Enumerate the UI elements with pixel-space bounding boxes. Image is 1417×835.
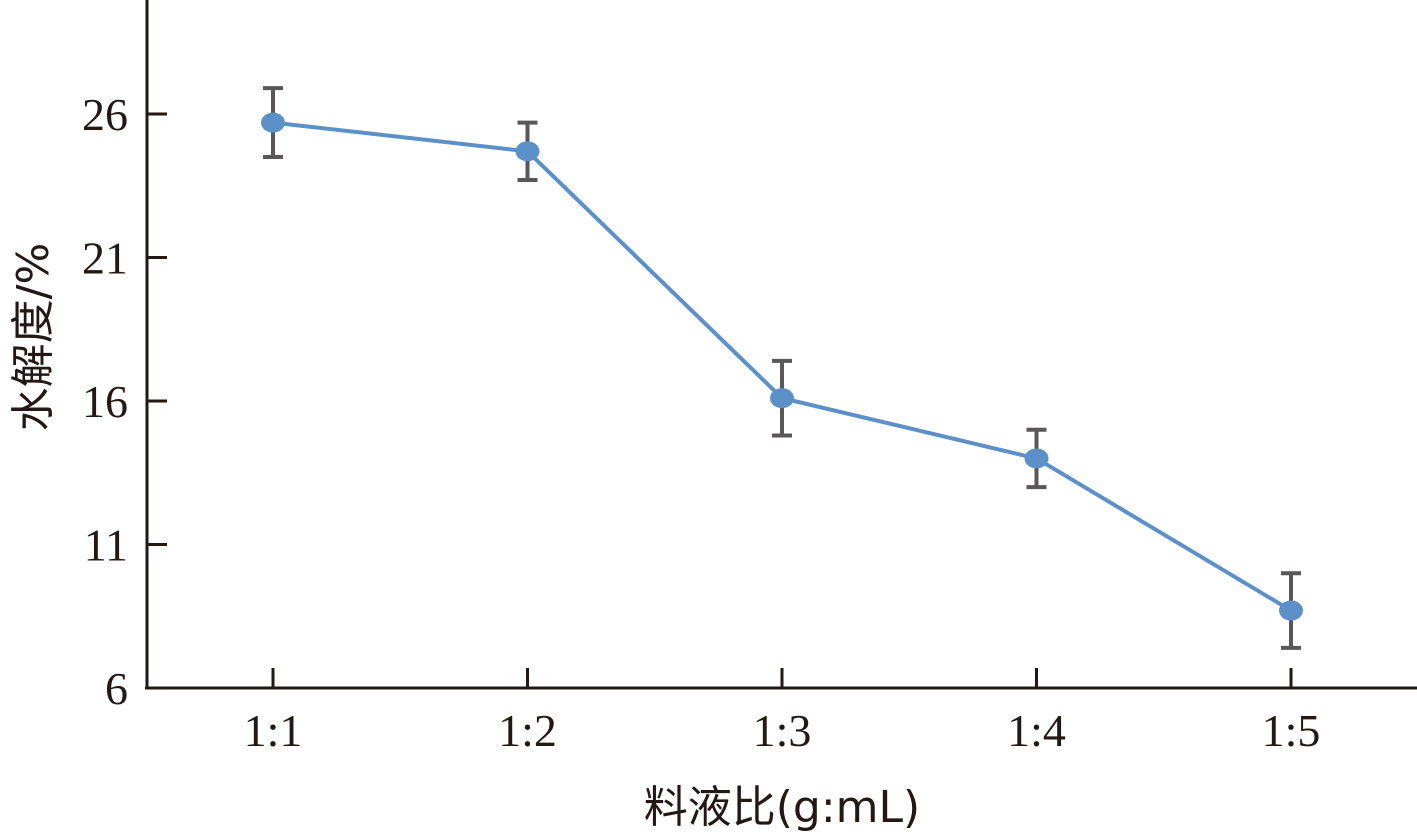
x-tick-label: 1:2 — [498, 705, 557, 756]
data-point — [261, 112, 285, 133]
x-tick-label: 1:1 — [244, 705, 303, 756]
error-bars — [263, 86, 1301, 650]
x-tick-label: 1:4 — [1007, 705, 1066, 756]
data-point — [1024, 448, 1049, 469]
x-axis-title: 料液比(g:mL) — [644, 782, 920, 833]
x-tick-label: 1:3 — [753, 705, 812, 756]
axes — [145, 0, 1417, 690]
data-point — [770, 388, 794, 409]
x-tick-label: 1:5 — [1262, 705, 1321, 756]
y-tick-label: 16 — [82, 376, 128, 427]
y-tick-label: 21 — [82, 233, 128, 284]
data-point — [515, 141, 540, 162]
y-tick-label: 11 — [84, 520, 128, 571]
y-tick-label: 6 — [105, 663, 128, 714]
x-ticks: 1:1 1:2 1:3 1:4 1:5 — [244, 668, 1321, 756]
data-point — [1279, 600, 1303, 621]
data-points — [261, 112, 1303, 621]
y-axis-title: 水解度/% — [8, 243, 59, 432]
y-tick-label: 26 — [82, 89, 128, 140]
y-ticks: 6 11 16 21 26 — [82, 89, 167, 714]
